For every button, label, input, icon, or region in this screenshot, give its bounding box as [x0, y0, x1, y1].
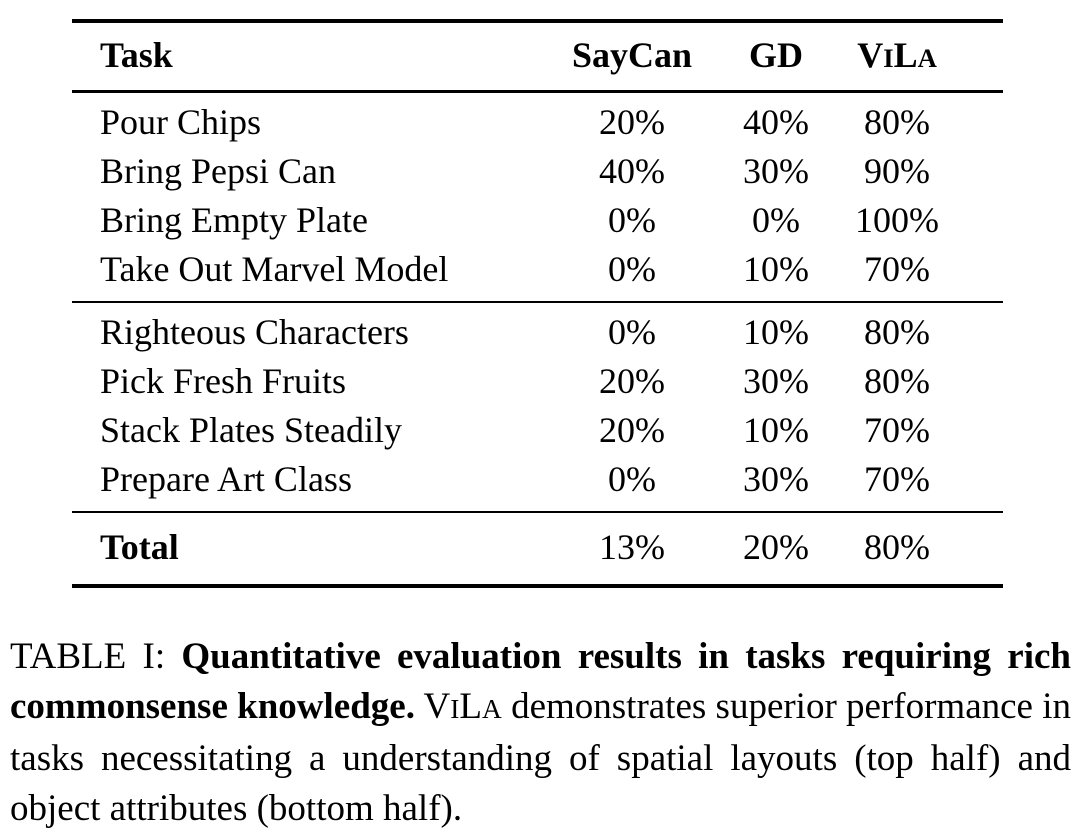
- vila-cell: 70%: [864, 459, 930, 499]
- task-cell: Stack Plates Steadily: [100, 410, 402, 450]
- gd-cell: 10%: [743, 249, 809, 289]
- table-row: Pick Fresh Fruits 20% 30% 80%: [72, 357, 1003, 406]
- gd-cell: 30%: [743, 151, 809, 191]
- task-cell: Pick Fresh Fruits: [100, 361, 347, 401]
- task-cell: Pour Chips: [100, 102, 262, 142]
- table-header-row: Task SayCan GD VILA: [72, 23, 1003, 90]
- table-row: Pour Chips 20% 40% 80%: [72, 98, 1003, 147]
- caption-bold-text: Quantitative evaluation results in tasks…: [10, 636, 1072, 727]
- vila-cell: 100%: [855, 200, 939, 240]
- table-total-row: Total 13% 20% 80%: [72, 513, 1003, 584]
- total-vila: 80%: [864, 527, 930, 567]
- task-cell: Bring Empty Plate: [100, 200, 368, 240]
- table-rule-above-total: [72, 511, 1003, 513]
- vila-cell: 80%: [864, 361, 930, 401]
- table-group-spatial-layouts: Pour Chips 20% 40% 80% Bring Pepsi Can 4…: [72, 93, 1003, 301]
- table-group-object-attributes: Righteous Characters 0% 10% 80% Pick Fre…: [72, 303, 1003, 511]
- column-header-saycan: SayCan: [571, 35, 693, 75]
- table-row: Bring Empty Plate 0% 0% 100%: [72, 196, 1003, 245]
- saycan-cell: 0%: [608, 312, 656, 352]
- saycan-cell: 20%: [599, 361, 665, 401]
- vila-cell: 80%: [864, 312, 930, 352]
- vila-cell: 80%: [864, 102, 930, 142]
- table-rule-top: [72, 19, 1003, 23]
- saycan-cell: 20%: [599, 410, 665, 450]
- gd-cell: 0%: [752, 200, 800, 240]
- saycan-cell: 0%: [608, 249, 656, 289]
- column-header-gd: GD: [749, 35, 803, 75]
- task-cell: Prepare Art Class: [100, 459, 352, 499]
- vila-cell: 70%: [864, 249, 930, 289]
- table-row: Stack Plates Steadily 20% 10% 70%: [72, 406, 1003, 455]
- table-row: Righteous Characters 0% 10% 80%: [72, 308, 1003, 357]
- table-rule-below-header: [72, 90, 1003, 93]
- gd-cell: 30%: [743, 361, 809, 401]
- total-saycan: 13%: [599, 527, 665, 567]
- total-gd: 20%: [743, 527, 809, 567]
- vila-wordmark: VILA: [423, 686, 502, 727]
- table-row: Prepare Art Class 0% 30% 70%: [72, 455, 1003, 504]
- task-cell: Bring Pepsi Can: [100, 151, 337, 191]
- task-cell: Take Out Marvel Model: [100, 249, 449, 289]
- gd-cell: 40%: [743, 102, 809, 142]
- column-header-task: Task: [100, 35, 173, 75]
- saycan-cell: 0%: [608, 459, 656, 499]
- saycan-cell: 40%: [599, 151, 665, 191]
- saycan-cell: 20%: [599, 102, 665, 142]
- results-table: Task SayCan GD VILA Pour Chips 20% 40% 8…: [72, 19, 1003, 588]
- table-row: Take Out Marvel Model 0% 10% 70%: [72, 245, 1003, 294]
- table-rule-bottom: [72, 584, 1003, 588]
- saycan-cell: 0%: [608, 200, 656, 240]
- gd-cell: 10%: [743, 312, 809, 352]
- gd-cell: 10%: [743, 410, 809, 450]
- caption-rest-text: demonstrates superior performance in tas…: [10, 686, 1072, 829]
- vila-cell: 90%: [864, 151, 930, 191]
- column-header-vila: VILA: [857, 35, 937, 75]
- caption-label: TABLE I:: [10, 636, 166, 677]
- task-cell: Righteous Characters: [100, 312, 409, 352]
- table-row: Bring Pepsi Can 40% 30% 90%: [72, 147, 1003, 196]
- total-label: Total: [100, 527, 179, 567]
- vila-cell: 70%: [864, 410, 930, 450]
- table-caption: TABLE I: Quantitative evaluation results…: [10, 632, 1071, 834]
- gd-cell: 30%: [743, 459, 809, 499]
- table-rule-mid: [72, 301, 1003, 303]
